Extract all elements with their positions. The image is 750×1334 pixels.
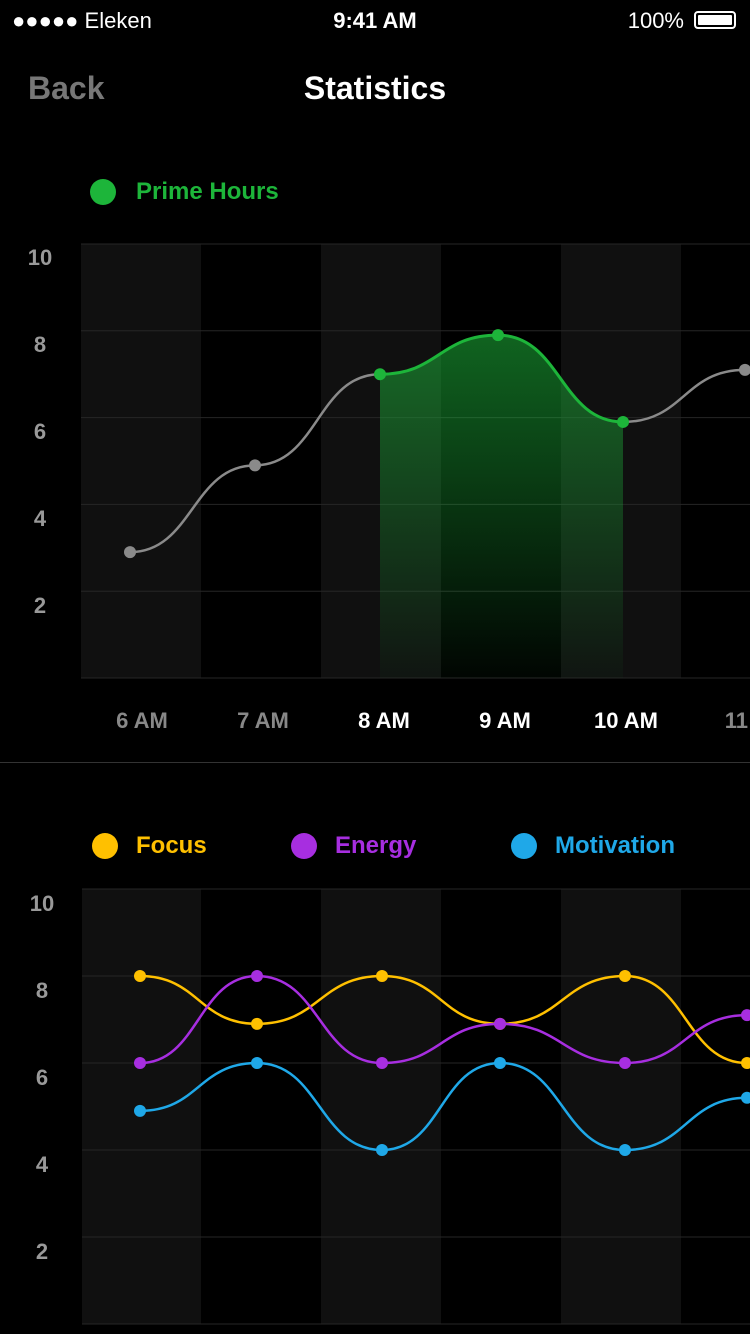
energy-data-point[interactable] bbox=[619, 1057, 631, 1069]
legend-energy: Energy bbox=[291, 832, 416, 860]
prime-line-after bbox=[622, 368, 746, 424]
x-tick-label: 8 AM bbox=[358, 708, 410, 733]
motivation-data-point[interactable] bbox=[619, 1144, 631, 1156]
legend-motivation: Motivation bbox=[511, 832, 675, 860]
energy-data-point[interactable] bbox=[741, 1009, 750, 1022]
section-divider bbox=[0, 762, 750, 763]
y-tick-label: 8 bbox=[35, 978, 49, 1003]
focus-line bbox=[139, 974, 748, 1065]
y-tick-label: 8 bbox=[33, 332, 47, 357]
y-tick-label: 2 bbox=[35, 1239, 49, 1264]
prime-hours-dot-icon bbox=[90, 179, 116, 205]
legend-label: Energy bbox=[335, 832, 417, 859]
x-tick-label: 9 AM bbox=[479, 708, 531, 733]
legend-label: Prime Hours bbox=[136, 178, 279, 205]
focus-data-point[interactable] bbox=[251, 1017, 263, 1030]
y-tick-label: 4 bbox=[35, 1152, 49, 1177]
y-tick-label: 6 bbox=[33, 419, 47, 444]
prime-column-band bbox=[81, 244, 201, 678]
y-tick-label: 2 bbox=[33, 593, 47, 618]
motivation-data-point[interactable] bbox=[251, 1057, 263, 1069]
focus-dot-icon bbox=[92, 833, 118, 859]
legend-focus: Focus bbox=[92, 832, 207, 860]
focus-data-point[interactable] bbox=[741, 1057, 750, 1069]
motivation-data-point[interactable] bbox=[494, 1057, 506, 1069]
prime-data-point[interactable] bbox=[739, 363, 750, 376]
y-tick-label: 6 bbox=[35, 1065, 49, 1090]
focus-data-point[interactable] bbox=[134, 970, 146, 982]
prime-data-point[interactable] bbox=[249, 459, 261, 472]
x-tick-label: 10 AM bbox=[594, 708, 658, 733]
battery-icon bbox=[694, 11, 736, 29]
prime-data-point[interactable] bbox=[492, 329, 504, 342]
focus-data-point[interactable] bbox=[376, 970, 388, 982]
page-title: Statistics bbox=[303, 70, 447, 106]
motivation-dot-icon bbox=[511, 833, 537, 859]
legend-label: Motivation bbox=[555, 832, 675, 859]
metrics-column-band bbox=[561, 889, 681, 1324]
clock: 9:41 AM bbox=[333, 8, 417, 33]
x-tick-label: 6 AM bbox=[116, 708, 168, 733]
y-tick-label: 10 bbox=[27, 245, 53, 270]
prime-data-point[interactable] bbox=[617, 415, 629, 428]
energy-data-point[interactable] bbox=[251, 970, 263, 982]
energy-line bbox=[139, 974, 748, 1065]
prime-hours-chart bbox=[81, 243, 750, 679]
carrier-label: ●●●●● Eleken bbox=[12, 8, 152, 33]
energy-data-point[interactable] bbox=[494, 1017, 506, 1030]
y-tick-label: 4 bbox=[33, 506, 47, 531]
energy-data-point[interactable] bbox=[134, 1057, 146, 1069]
prime-data-point[interactable] bbox=[124, 546, 136, 559]
energy-dot-icon bbox=[291, 833, 317, 859]
motivation-data-point[interactable] bbox=[376, 1144, 388, 1156]
focus-data-point[interactable] bbox=[619, 970, 631, 982]
prime-hours-area bbox=[380, 335, 623, 678]
prime-data-point[interactable] bbox=[374, 368, 386, 381]
y-tick-label: 10 bbox=[29, 891, 55, 916]
motivation-data-point[interactable] bbox=[134, 1104, 146, 1117]
x-tick-label: 11 A bbox=[724, 708, 750, 733]
legend-prime-hours: Prime Hours bbox=[90, 178, 279, 206]
energy-data-point[interactable] bbox=[376, 1057, 388, 1069]
back-button[interactable]: Back bbox=[28, 70, 105, 106]
metrics-column-band bbox=[321, 889, 441, 1324]
motivation-data-point[interactable] bbox=[741, 1091, 750, 1104]
x-tick-label: 7 AM bbox=[237, 708, 289, 733]
battery-percent: 100% bbox=[627, 8, 684, 33]
legend-label: Focus bbox=[136, 832, 207, 859]
status-bar: ●●●●● Eleken 9:41 AM 100% bbox=[0, 0, 750, 40]
